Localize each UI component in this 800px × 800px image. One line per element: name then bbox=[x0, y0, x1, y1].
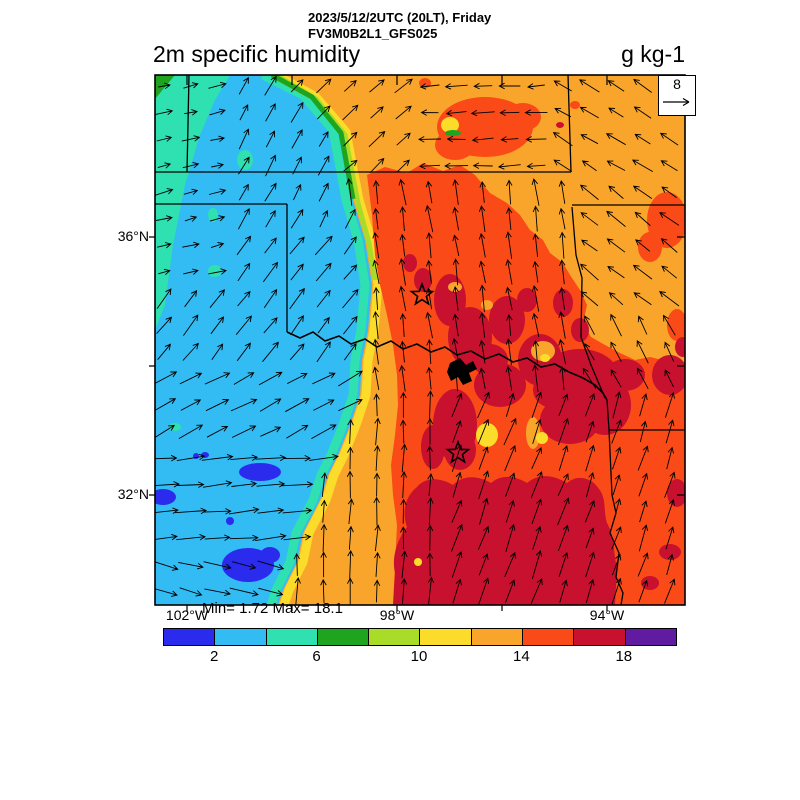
colorbar-tick-label: 2 bbox=[210, 648, 219, 665]
lon-tick-label: 102°W bbox=[165, 607, 209, 623]
lake-texoma-marker bbox=[447, 358, 477, 385]
colorbar-tick-label: 10 bbox=[410, 648, 428, 665]
inner-axis-ticks bbox=[186, 75, 685, 496]
dark-blue-dry-patches bbox=[155, 452, 281, 582]
plot-datetime-title: 2023/5/12/2UTC (20LT), Friday bbox=[308, 10, 492, 25]
wind-reference-box: 8 bbox=[658, 75, 696, 116]
colorbar bbox=[163, 628, 677, 646]
colorbar-segment bbox=[523, 629, 575, 645]
colorbar-segment bbox=[317, 629, 370, 645]
colorbar-segment bbox=[266, 629, 318, 645]
dryline-turquoise-band bbox=[260, 75, 370, 605]
colorbar-labels: 2 6 10 14 18 bbox=[163, 648, 675, 668]
variable-title: 2m specific humidity bbox=[153, 41, 361, 67]
plot-model-title: FV3M0B2L1_GFS025 bbox=[308, 26, 438, 41]
dryline-green-band bbox=[270, 75, 356, 200]
lat-tick-label: 36°N bbox=[117, 228, 149, 244]
colorbar-tick-label: 6 bbox=[312, 648, 321, 665]
colorbar-segment bbox=[215, 629, 267, 645]
lon-tick-label: 94°W bbox=[589, 607, 625, 623]
colorbar-tick-label: 18 bbox=[615, 648, 633, 665]
outer-axis-ticks bbox=[149, 236, 608, 611]
humidity-map bbox=[149, 74, 686, 611]
colorbar-segment bbox=[420, 629, 472, 645]
wind-reference-value: 8 bbox=[673, 76, 681, 92]
colorbar-segment bbox=[471, 629, 524, 645]
colorbar-tick-label: 14 bbox=[513, 648, 530, 665]
colorbar-segment bbox=[164, 629, 216, 645]
star-markers bbox=[409, 281, 471, 464]
green-corner-patch bbox=[155, 75, 175, 99]
colorbar-segment bbox=[369, 629, 421, 645]
lat-tick-label: 32°N bbox=[117, 486, 149, 502]
colorbar-segment bbox=[625, 629, 676, 645]
red-river-border bbox=[286, 331, 608, 401]
map-canvas bbox=[145, 65, 695, 615]
colorbar-segment bbox=[574, 629, 626, 645]
lon-tick-label: 98°W bbox=[379, 607, 415, 623]
star-marker bbox=[409, 281, 435, 306]
map-frame bbox=[154, 74, 686, 606]
minmax-stats: Min= 1.72 Max= 18.1 bbox=[202, 600, 343, 617]
embedded-patches bbox=[414, 117, 555, 566]
units-label: g kg-1 bbox=[621, 41, 685, 67]
crimson-cores bbox=[393, 122, 685, 605]
teal-region-northwest bbox=[155, 75, 230, 330]
wind-vector-field bbox=[155, 75, 680, 605]
star-marker bbox=[445, 439, 471, 464]
reference-arrow-icon bbox=[663, 97, 690, 107]
